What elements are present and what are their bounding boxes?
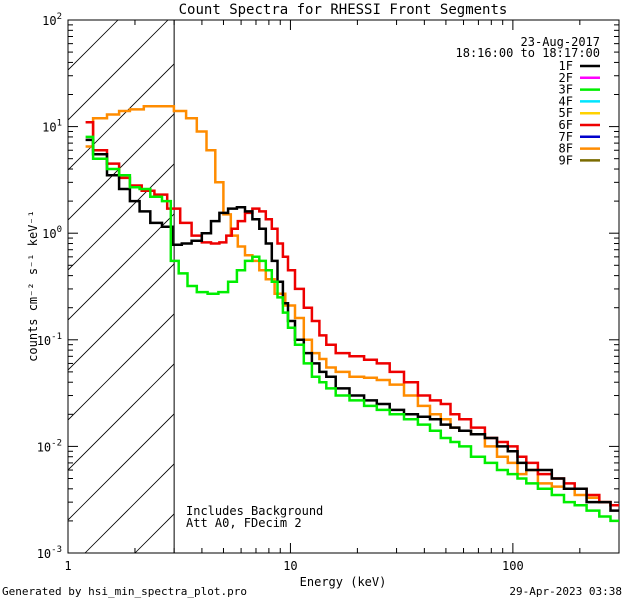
y-tick-label: 10-3 <box>37 545 62 561</box>
x-tick-label: 100 <box>502 559 524 573</box>
axis-ticks: 1 10 100 102 101 100 10-1 10-2 10-3 <box>37 12 620 573</box>
legend-label: 3F <box>559 83 573 97</box>
y-tick-label: 101 <box>42 119 62 135</box>
x-tick-label: 10 <box>283 559 297 573</box>
legend-label: 2F <box>559 71 573 85</box>
legend-label: 8F <box>559 142 573 156</box>
legend-label: 7F <box>559 130 573 144</box>
series-8F <box>85 105 619 507</box>
legend-label: 1F <box>559 59 573 73</box>
y-tick-label: 102 <box>42 12 62 28</box>
y-axis-label: counts cm⁻² s⁻¹ keV⁻¹ <box>26 210 40 362</box>
series-6F <box>85 120 619 507</box>
legend-label: 6F <box>559 118 573 132</box>
y-tick-label: 10-2 <box>37 438 62 454</box>
annotation-background: Includes Background <box>186 504 323 518</box>
plot-frame <box>67 19 620 554</box>
x-axis-label: Energy (keV) <box>300 575 387 589</box>
legend-label: 9F <box>559 153 573 167</box>
render-timestamp: 29-Apr-2023 03:38 <box>509 585 622 598</box>
y-tick-label: 100 <box>42 225 62 241</box>
series-1F <box>85 138 619 512</box>
annotation-attenuator: Att A0, FDecim 2 <box>186 516 302 530</box>
legend-time-range: 18:16:00 to 18:17:00 <box>456 46 601 60</box>
y-tick-label: 10-1 <box>37 332 62 348</box>
legend-date: 23-Aug-2017 <box>521 35 600 49</box>
generated-by-label: Generated by hsi_min_spectra_plot.pro <box>2 585 247 598</box>
chart-title: Count Spectra for RHESSI Front Segments <box>179 2 508 18</box>
x-tick-label: 1 <box>64 559 71 573</box>
legend-label: 4F <box>559 94 573 108</box>
series-group <box>85 105 619 523</box>
legend-label: 5F <box>559 106 573 120</box>
series-3F <box>85 135 619 523</box>
